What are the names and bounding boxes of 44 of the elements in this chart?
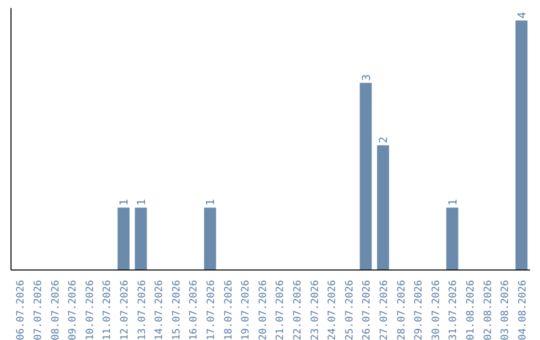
x-tick-label: 31.07.2026 bbox=[448, 280, 460, 340]
x-tick-label: 17.07.2026 bbox=[206, 280, 217, 340]
x-tick-label: 02.08.2026 bbox=[482, 280, 494, 340]
x-tick-label: 21.07.2026 bbox=[275, 280, 286, 340]
x-tick-label: 01.08.2026 bbox=[465, 280, 476, 340]
x-tick-label: 08.07.2026 bbox=[50, 280, 62, 340]
x-tick-label: 11.07.2026 bbox=[102, 280, 114, 340]
data-label: 1 bbox=[204, 198, 218, 206]
x-tick-label: 10.07.2026 bbox=[84, 280, 96, 340]
bar bbox=[360, 82, 372, 270]
x-tick-label: 20.07.2026 bbox=[258, 280, 269, 340]
bar bbox=[515, 20, 528, 270]
x-tick-label: 12.07.2026 bbox=[119, 280, 130, 340]
x-tick-label: 19.07.2026 bbox=[240, 280, 252, 340]
x-tick-label: 04.08.2026 bbox=[517, 280, 528, 340]
bar bbox=[446, 208, 458, 270]
x-tick-label: 30.07.2026 bbox=[430, 280, 442, 340]
x-tick-label: 09.07.2026 bbox=[68, 280, 79, 340]
x-tick-label: 14.07.2026 bbox=[154, 280, 166, 340]
bar bbox=[377, 145, 390, 270]
x-tick-label: 07.07.2026 bbox=[32, 280, 44, 340]
x-tick-label: 22.07.2026 bbox=[292, 280, 304, 340]
x-tick-label: 23.07.2026 bbox=[310, 280, 321, 340]
x-tick-label: 13.07.2026 bbox=[136, 280, 148, 340]
data-label: 1 bbox=[446, 198, 460, 206]
bar bbox=[118, 208, 130, 270]
x-tick-label: 06.07.2026 bbox=[16, 280, 27, 340]
x-tick-label: 28.07.2026 bbox=[396, 280, 408, 340]
bar bbox=[204, 208, 216, 270]
bar bbox=[134, 208, 147, 270]
x-tick-label: 16.07.2026 bbox=[188, 280, 200, 340]
data-label: 1 bbox=[118, 198, 131, 206]
x-tick-label: 18.07.2026 bbox=[223, 280, 234, 340]
x-tick-label: 24.07.2026 bbox=[327, 280, 338, 340]
x-tick-label: 27.07.2026 bbox=[378, 280, 390, 340]
data-label: 4 bbox=[515, 11, 528, 18]
x-tick-label: 03.08.2026 bbox=[500, 280, 512, 340]
data-label: 1 bbox=[134, 198, 148, 206]
x-tick-label: 29.07.2026 bbox=[414, 280, 425, 340]
data-label: 3 bbox=[360, 74, 373, 81]
data-label: 2 bbox=[377, 136, 390, 144]
x-tick-label: 26.07.2026 bbox=[362, 280, 373, 340]
x-tick-label: 25.07.2026 bbox=[344, 280, 356, 340]
x-tick-label: 15.07.2026 bbox=[171, 280, 182, 340]
